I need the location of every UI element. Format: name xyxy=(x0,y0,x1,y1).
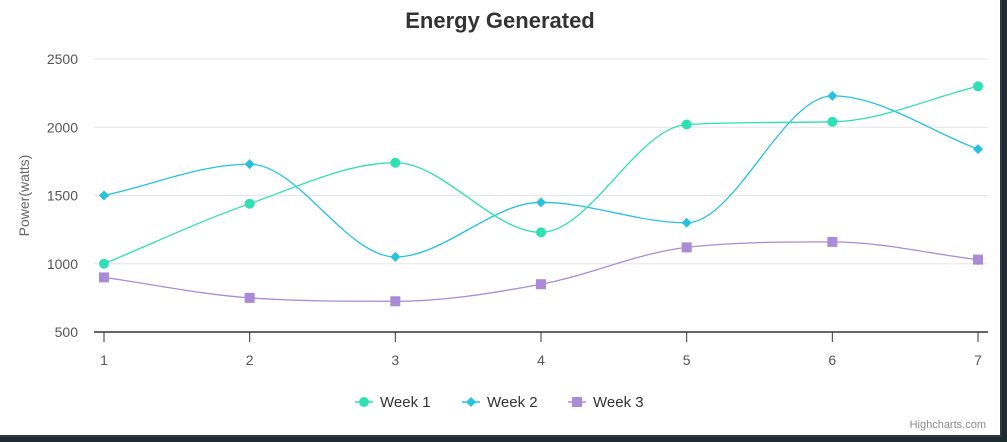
x-tick-label: 7 xyxy=(974,352,982,368)
legend-label: Week 3 xyxy=(593,394,644,411)
y-axis-title: Power(watts) xyxy=(16,155,32,237)
data-point-week-1[interactable] xyxy=(827,116,838,127)
x-tick-label: 6 xyxy=(828,352,836,368)
x-tick-label: 1 xyxy=(100,352,108,368)
chart-title: Energy Generated xyxy=(405,8,595,33)
data-markers[interactable] xyxy=(99,81,983,307)
data-point-week-1[interactable] xyxy=(536,227,546,238)
x-tick-label: 5 xyxy=(683,352,691,368)
legend-item-week-2[interactable]: Week 2 xyxy=(462,394,538,411)
data-point-week-2[interactable] xyxy=(827,90,838,101)
data-point-week-2[interactable] xyxy=(244,159,255,170)
legend-marker-icon xyxy=(466,397,476,407)
y-tick-label: 2500 xyxy=(47,51,78,67)
data-point-week-3[interactable] xyxy=(244,292,255,303)
data-point-week-3[interactable] xyxy=(973,254,983,265)
y-tick-label: 2000 xyxy=(47,119,78,135)
data-point-week-1[interactable] xyxy=(681,119,692,130)
x-tick-label: 3 xyxy=(391,352,399,368)
y-tick-label: 1500 xyxy=(47,188,78,204)
data-point-week-2[interactable] xyxy=(536,197,546,208)
data-point-week-3[interactable] xyxy=(536,279,546,290)
data-point-week-3[interactable] xyxy=(99,272,109,283)
data-point-week-1[interactable] xyxy=(973,81,983,92)
data-point-week-1[interactable] xyxy=(390,157,401,168)
series-lines xyxy=(103,85,979,302)
data-point-week-2[interactable] xyxy=(973,144,983,155)
x-tick-label: 2 xyxy=(246,352,254,368)
legend-marker-icon xyxy=(572,397,582,407)
data-point-week-3[interactable] xyxy=(827,236,838,247)
legend-item-week-3[interactable]: Week 3 xyxy=(568,394,644,411)
axes: 500 1000 1500 2000 2500 1 2 3 4 5 6 7 Power(watts) xyxy=(16,51,988,368)
y-tick-label: 500 xyxy=(55,324,79,340)
legend-marker-icon xyxy=(359,397,369,407)
legend-label: Week 2 xyxy=(487,394,538,411)
data-point-week-1[interactable] xyxy=(244,198,255,209)
legend[interactable]: Week 1 Week 2 Week 3 xyxy=(355,394,644,411)
data-point-week-3[interactable] xyxy=(390,296,401,307)
y-tick-label: 1000 xyxy=(47,256,78,272)
data-point-week-2[interactable] xyxy=(390,251,401,262)
data-point-week-1[interactable] xyxy=(99,258,109,269)
credits-link[interactable]: Highcharts.com xyxy=(909,419,986,431)
data-point-week-2[interactable] xyxy=(99,190,109,201)
series-line-week-3[interactable] xyxy=(103,241,979,302)
legend-item-week-1[interactable]: Week 1 xyxy=(355,394,431,411)
legend-label: Week 1 xyxy=(380,394,431,411)
grid-lines xyxy=(94,58,988,265)
data-point-week-2[interactable] xyxy=(681,217,692,228)
x-tick-label: 4 xyxy=(537,352,545,368)
data-point-week-3[interactable] xyxy=(681,242,692,253)
